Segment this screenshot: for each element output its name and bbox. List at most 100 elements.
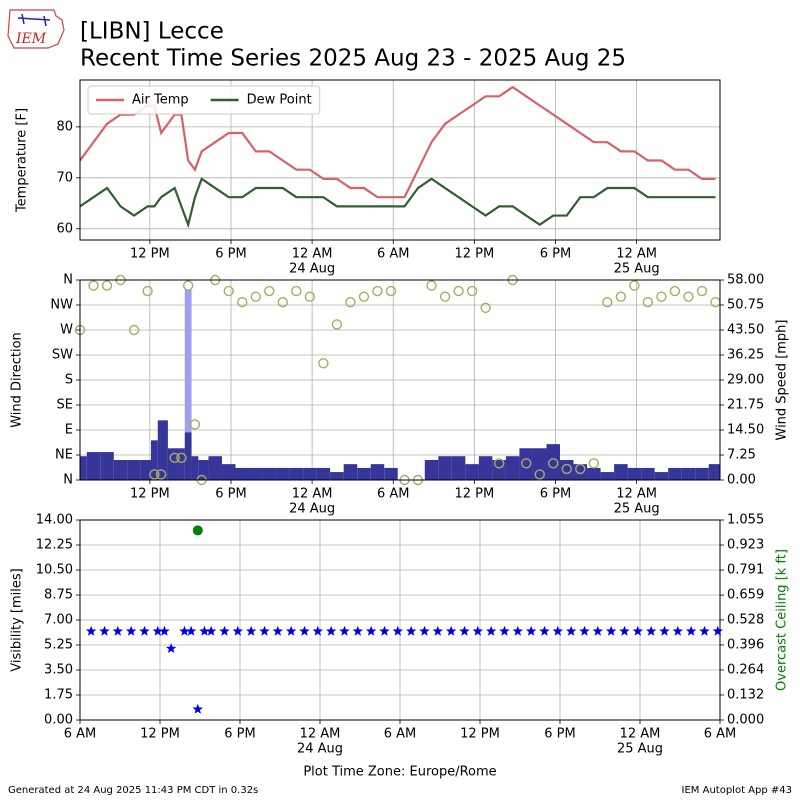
- x-tick-label: 12 AM: [292, 487, 333, 502]
- x-tick-label: 12 PM: [130, 487, 170, 502]
- bar: [438, 456, 452, 480]
- point: [632, 625, 644, 636]
- y-tick-label: 70: [56, 170, 73, 185]
- point: [485, 625, 497, 636]
- bar: [573, 464, 588, 480]
- bar: [600, 472, 615, 480]
- logo-text: IEM: [15, 31, 47, 47]
- point: [205, 625, 217, 636]
- bar: [191, 456, 199, 480]
- y-tick-label: E: [65, 423, 73, 438]
- point: [552, 625, 564, 636]
- point: [219, 625, 230, 636]
- y2-tick-label: 0.132: [727, 687, 764, 702]
- point: [192, 703, 204, 714]
- y2-tick-label: 7.25: [727, 448, 756, 463]
- point: [419, 625, 430, 636]
- point: [149, 469, 160, 480]
- y-tick-label: N: [63, 273, 73, 288]
- bar: [289, 467, 304, 480]
- y-tick-label: N: [63, 473, 73, 488]
- point: [592, 625, 604, 636]
- bar: [276, 467, 290, 480]
- point: [642, 297, 654, 308]
- bar: [184, 290, 192, 480]
- point: [548, 458, 559, 469]
- bar: [330, 472, 344, 480]
- point: [223, 285, 234, 297]
- y-tick-label: SE: [57, 398, 73, 413]
- x-tick-label: 12 AM: [292, 247, 333, 262]
- point: [699, 625, 710, 636]
- y-axis-label: Visibility [miles]: [10, 568, 25, 671]
- y-tick-label: SW: [52, 348, 73, 363]
- bar: [208, 456, 222, 480]
- x-tick-label: 6 AM: [384, 727, 417, 742]
- point: [169, 452, 180, 463]
- legend-label: Dew Point: [247, 93, 312, 108]
- bar: [235, 467, 250, 480]
- point: [112, 625, 124, 636]
- x-tick-label: 6 PM: [540, 247, 571, 262]
- point: [245, 625, 257, 636]
- bar: [627, 467, 642, 480]
- point: [453, 285, 464, 297]
- y-tick-label: 60: [56, 221, 73, 236]
- bar: [198, 460, 209, 480]
- point: [405, 625, 417, 636]
- bar: [167, 448, 179, 480]
- y-axis-label: Temperature [F]: [15, 108, 30, 213]
- y2-axis-label: Wind Speed [mph]: [775, 320, 790, 441]
- bar: [587, 467, 601, 480]
- footer-right: IEM Autoplot App #43: [682, 785, 792, 796]
- y2-tick-label: 43.50: [727, 323, 764, 338]
- point: [237, 297, 248, 308]
- point: [520, 458, 532, 469]
- bar: [451, 456, 466, 480]
- point: [372, 285, 383, 297]
- point: [379, 625, 390, 636]
- x-tick-label: 12 AM: [616, 247, 657, 262]
- bar: [127, 460, 141, 480]
- point: [352, 625, 364, 636]
- bar: [519, 448, 533, 480]
- bar: [262, 467, 277, 480]
- point: [480, 302, 491, 313]
- bar: [384, 467, 398, 480]
- point: [669, 285, 681, 297]
- point: [539, 625, 550, 636]
- legend-box: [87, 85, 321, 115]
- point: [285, 625, 297, 636]
- x-tick-label: 12 AM: [300, 727, 341, 742]
- x-tick-label: 6 PM: [540, 487, 571, 502]
- y2-tick-label: 21.75: [727, 398, 764, 413]
- bar: [316, 467, 331, 480]
- x-tick-label: 12 PM: [140, 727, 180, 742]
- y2-tick-label: 0.264: [727, 662, 764, 677]
- point: [199, 625, 210, 636]
- y-tick-label: NE: [55, 448, 73, 463]
- point: [645, 625, 657, 636]
- point: [525, 625, 537, 636]
- axes-frame: [79, 519, 721, 721]
- point: [615, 291, 627, 302]
- x-tick-label: 25 Aug: [614, 502, 660, 517]
- y-tick-label: 7.00: [44, 613, 73, 628]
- bar: [654, 472, 669, 480]
- y2-tick-label: 50.75: [727, 298, 764, 313]
- point: [192, 525, 203, 536]
- point: [139, 625, 150, 636]
- y2-tick-label: 0.000: [727, 713, 764, 728]
- bar: [668, 467, 682, 480]
- line-series: [80, 85, 716, 199]
- point: [512, 625, 524, 636]
- y2-tick-label: 36.25: [727, 348, 764, 363]
- point: [155, 469, 167, 480]
- bar: [465, 464, 479, 480]
- point: [312, 625, 324, 636]
- x-tick-label: 24 Aug: [289, 262, 335, 277]
- x-tick-label: 12 PM: [454, 487, 494, 502]
- y-axis-label: Wind Direction: [10, 332, 25, 428]
- x-tick-label: 25 Aug: [614, 262, 660, 277]
